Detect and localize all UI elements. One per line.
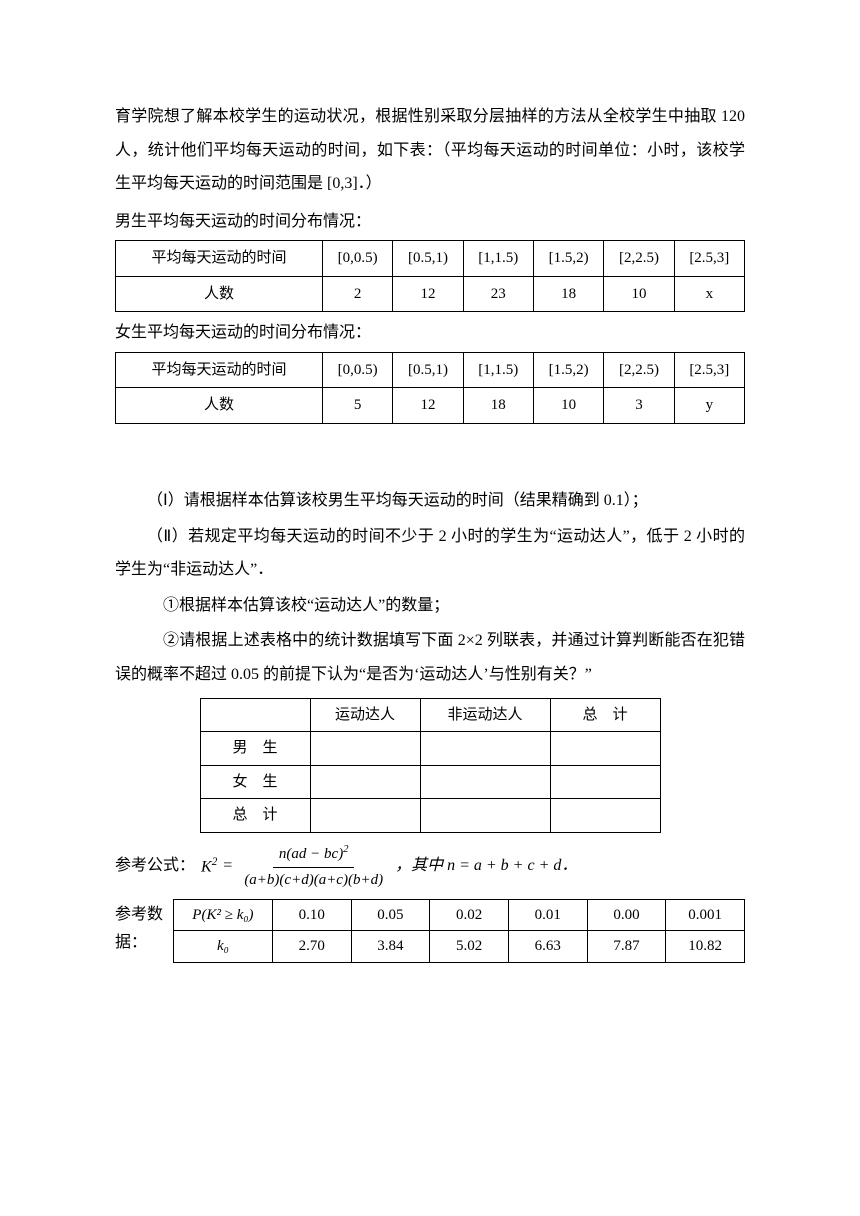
ct-header: 运动达人 [310,698,420,732]
formula-row: 参考公式： K2 = n(ad − bc)2 (a+b)(c+d)(a+c)(b… [115,843,745,891]
ct-header: 非运动达人 [420,698,550,732]
ref-k-cell: 2.70 [272,931,351,963]
question-2-2: ②请根据上述表格中的统计数据填写下面 2×2 列联表，并通过计算判断能否在犯错误… [115,624,745,691]
ref-p-cell: 0.001 [666,899,745,931]
ref-p-cell: 0.02 [430,899,509,931]
formula-prefix: 参考公式： [115,855,195,877]
ref-k-cell: 3.84 [351,931,430,963]
ct-cell [310,799,420,833]
interval-cell: [1,1.5) [463,241,533,277]
count-cell: 10 [533,388,603,424]
question-2-1: ①根据样本估算该校“运动达人”的数量； [115,589,745,623]
count-cell: 23 [463,276,533,312]
count-cell: 12 [393,388,463,424]
ct-cell [550,732,660,766]
ref-header-k: k₀ [174,931,273,963]
ct-cell [550,765,660,799]
question-2: （Ⅱ）若规定平均每天运动的时间不少于 2 小时的学生为“运动达人”，低于 2 小… [115,520,745,587]
count-cell: 5 [322,388,392,424]
interval-cell: [1.5,2) [533,352,603,388]
row-label: 人数 [116,388,323,424]
interval-cell: [1,1.5) [463,352,533,388]
ct-cell [420,799,550,833]
male-time-table: 平均每天运动的时间 [0,0.5) [0.5,1) [1,1.5) [1.5,2… [115,240,745,312]
interval-cell: [0.5,1) [393,241,463,277]
female-time-table: 平均每天运动的时间 [0,0.5) [0.5,1) [1,1.5) [1.5,2… [115,352,745,424]
ct-header [200,698,310,732]
ct-header: 总 计 [550,698,660,732]
count-cell: x [674,276,744,312]
formula-k2: K2 [201,855,217,879]
interval-cell: [2,2.5) [604,241,674,277]
ref-header-p: P(K² ≥ k₀) [174,899,273,931]
count-cell: 2 [322,276,392,312]
count-cell: y [674,388,744,424]
interval-cell: [2.5,3] [674,241,744,277]
count-cell: 18 [463,388,533,424]
interval-cell: [2.5,3] [674,352,744,388]
ref-p-cell: 0.01 [508,899,587,931]
row-label: 平均每天运动的时间 [116,241,323,277]
reference-table: P(K² ≥ k₀) 0.10 0.05 0.02 0.01 0.00 0.00… [173,899,745,963]
male-heading: 男生平均每天运动的时间分布情况： [115,205,745,239]
count-cell: 18 [533,276,603,312]
count-cell: 10 [604,276,674,312]
ct-cell [310,732,420,766]
ref-p-cell: 0.00 [587,899,666,931]
reference-block: 参考数据： P(K² ≥ k₀) 0.10 0.05 0.02 0.01 0.0… [115,899,745,963]
interval-cell: [0,0.5) [322,352,392,388]
contingency-table: 运动达人 非运动达人 总 计 男 生 女 生 总 计 [200,698,661,833]
intro-paragraph: 育学院想了解本校学生的运动状况，根据性别采取分层抽样的方法从全校学生中抽取 12… [115,100,745,201]
questions-block: （Ⅰ）请根据样本估算该校男生平均每天运动的时间（结果精确到 0.1）； （Ⅱ）若… [115,484,745,692]
ct-row-label: 男 生 [200,732,310,766]
ref-k-cell: 7.87 [587,931,666,963]
formula-eq: = [223,855,232,877]
formula-denominator: (a+b)(c+d)(a+c)(b+d) [238,868,389,891]
ref-k-cell: 10.82 [666,931,745,963]
count-cell: 12 [393,276,463,312]
interval-cell: [2,2.5) [604,352,674,388]
interval-cell: [1.5,2) [533,241,603,277]
row-label: 人数 [116,276,323,312]
ct-cell [310,765,420,799]
ct-row-label: 总 计 [200,799,310,833]
interval-cell: [0,0.5) [322,241,392,277]
row-label: 平均每天运动的时间 [116,352,323,388]
ct-cell [420,732,550,766]
ct-cell [420,765,550,799]
ref-p-cell: 0.10 [272,899,351,931]
count-cell: 3 [604,388,674,424]
reference-label: 参考数据： [115,899,165,959]
formula-fraction: n(ad − bc)2 (a+b)(c+d)(a+c)(b+d) [238,843,389,891]
interval-cell: [0.5,1) [393,352,463,388]
ref-k-cell: 5.02 [430,931,509,963]
ref-p-cell: 0.05 [351,899,430,931]
ct-row-label: 女 生 [200,765,310,799]
question-1: （Ⅰ）请根据样本估算该校男生平均每天运动的时间（结果精确到 0.1）； [115,484,745,518]
ct-cell [550,799,660,833]
female-heading: 女生平均每天运动的时间分布情况： [115,316,745,350]
ref-k-cell: 6.63 [508,931,587,963]
formula-suffix: ，其中 n = a + b + c + d． [395,855,577,877]
formula-numerator: n(ad − bc)2 [273,843,355,868]
